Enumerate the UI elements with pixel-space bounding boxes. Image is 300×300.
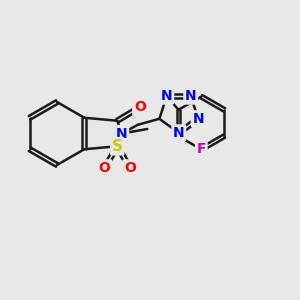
Text: S: S	[112, 139, 123, 154]
Text: N: N	[161, 89, 172, 103]
Text: O: O	[134, 100, 146, 114]
Text: F: F	[196, 142, 206, 156]
Text: N: N	[192, 112, 204, 126]
Text: O: O	[124, 161, 136, 175]
Text: O: O	[99, 161, 111, 175]
Text: N: N	[185, 89, 196, 103]
Text: N: N	[173, 126, 184, 140]
Text: N: N	[116, 127, 128, 140]
